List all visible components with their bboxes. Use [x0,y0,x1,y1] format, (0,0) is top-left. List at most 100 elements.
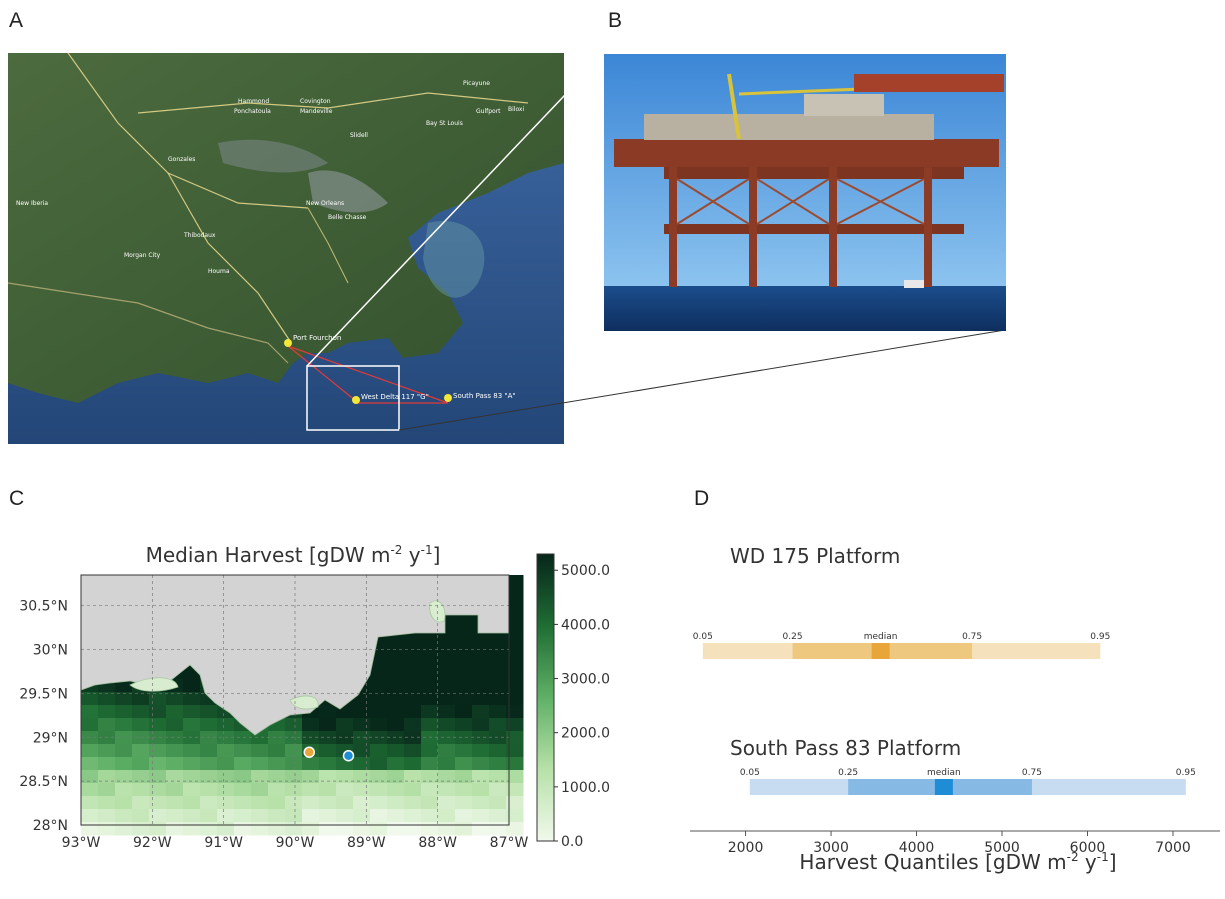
map-label-thibodaux: Thibodaux [183,232,216,239]
heatmap-cell [353,783,371,797]
heatmap-cell [387,822,405,836]
heatmap-cell [234,796,252,810]
quantile-median-mark [871,643,890,659]
heatmap-cell [438,653,456,667]
heatmap-cell [268,796,286,810]
heatmap-cell [132,731,150,745]
heatmap-cell [149,770,167,784]
quantile-label: 0.05 [693,632,713,642]
heatmap-cell [370,796,388,810]
heatmap-cell [472,653,490,667]
heatmap-cell [200,744,218,758]
heatmap-cell [472,692,490,706]
heatmap-cell [81,757,99,771]
heatmap-cell [506,679,524,693]
map-label-mandeville: Mandeville [300,108,333,115]
heatmap-cell [421,640,439,654]
heatmap-cell [132,744,150,758]
heatmap-cell [353,809,371,823]
heatmap-cell [115,692,133,706]
heatmap-cell [115,822,133,836]
heatmap-cell [370,679,388,693]
colorbar-tick-label: 1000.0 [561,780,610,796]
heatmap-cell [149,757,167,771]
heatmap-cell [336,718,354,732]
heatmap-cell [98,757,116,771]
heatmap-cell [438,718,456,732]
heatmap-cell [268,770,286,784]
heatmap-cell [200,770,218,784]
heatmap-cell [183,770,201,784]
heatmap-cell [506,692,524,706]
heatmap-cell [234,770,252,784]
heatmap-cell [455,614,473,628]
heatmap-cell [421,822,439,836]
site-label-west-delta: West Delta 117 "G" [361,393,429,401]
heatmap-cell [234,809,252,823]
map-label-gonzales: Gonzales [168,156,195,163]
heatmap-cell [166,692,184,706]
heatmap-cell [489,822,507,836]
heatmap-cell [285,718,303,732]
heatmap-cell [472,757,490,771]
heatmap-cell [455,705,473,719]
heatmap-cell [387,718,405,732]
heatmap-cell [387,640,405,654]
heatmap-cell [438,757,456,771]
quantile-median-mark [934,779,953,795]
site-marker [303,746,316,758]
heatmap-cell [472,822,490,836]
heatmap-cell [506,653,524,667]
heatmap-x-tick-label: 88°W [418,835,457,851]
heatmap-cell [268,744,286,758]
heatmap-cell [438,705,456,719]
heatmap-cell [98,744,116,758]
heatmap-cell [115,718,133,732]
heatmap-cell [489,718,507,732]
heatmap-cell [455,770,473,784]
heatmap-cell [404,757,422,771]
colorbar-tick-label: 4000.0 [561,617,610,633]
heatmap-cell [149,796,167,810]
heatmap-cell [404,718,422,732]
heatmap-cell [506,614,524,628]
heatmap-cell [81,744,99,758]
heatmap-cell [506,718,524,732]
heatmap-cell [489,757,507,771]
heatmap-cell [132,692,150,706]
heatmap-cell [455,757,473,771]
heatmap-cell [404,653,422,667]
heatmap-cell [81,796,99,810]
heatmap-x-tick-label: 93°W [62,835,101,851]
heatmap-cell [421,744,439,758]
heatmap-cell [370,757,388,771]
panel-letter-a: A [9,9,24,32]
heatmap-cell [149,809,167,823]
heatmap-cell [98,705,116,719]
heatmap-cell [251,757,269,771]
heatmap-cell [132,796,150,810]
heatmap-cell [251,770,269,784]
heatmap-cell [506,705,524,719]
heatmap-cell [251,796,269,810]
quantile-bars: 0.05 0.25 median 0.75 0.95 0.05 0.25 median 0.75… [693,632,1196,795]
quantile-x-tick-label: 6000 [1070,840,1106,856]
heatmap-cell [149,692,167,706]
zoom-box [306,365,400,431]
heatmap-cell [506,757,524,771]
heatmap-cell [183,757,201,771]
heatmap-cell [455,796,473,810]
site-pin-south-pass: South Pass 83 "A" [444,392,516,402]
map-label-houma: Houma [208,268,230,275]
heatmap-cell [353,718,371,732]
heatmap-cell [421,731,439,745]
heatmap-cell [251,744,269,758]
heatmap-cell [149,731,167,745]
heatmap-cell [183,692,201,706]
heatmap-cell [506,796,524,810]
heatmap-cell [489,666,507,680]
heatmap-cell [285,757,303,771]
heatmap-cell [370,770,388,784]
heatmap-cell [506,809,524,823]
heatmap-cell [421,809,439,823]
